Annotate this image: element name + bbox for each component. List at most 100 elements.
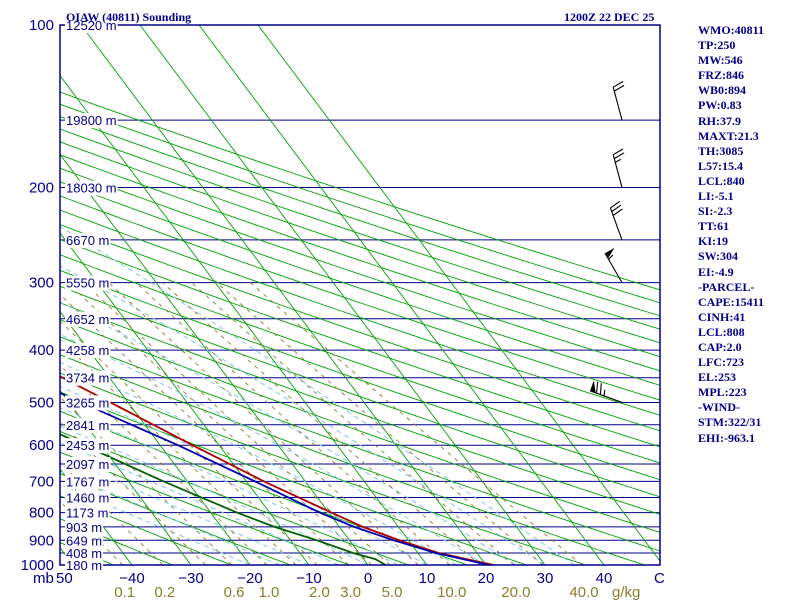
temperature-tick-label: 0 (364, 570, 372, 587)
mixing-ratio-label: 0.1 (114, 584, 135, 600)
pressure-tick-label: 300 (29, 275, 54, 292)
mixing-ratio-line (191, 282, 515, 565)
height-label-background (65, 370, 111, 386)
height-label: 3734 m (66, 371, 109, 386)
wind-barb-staff (612, 87, 623, 121)
moist-adiabat-line (60, 425, 369, 565)
height-label-background (65, 533, 104, 549)
x-edge-right-label: C (654, 570, 665, 587)
dry-adiabat-line (60, 103, 660, 304)
dry-adiabat-line (60, 116, 660, 317)
mixing-ratio-line (135, 282, 450, 565)
height-label-background (65, 113, 118, 129)
height-label: 4258 m (66, 343, 109, 358)
index-item: LI:-5.1 (698, 189, 734, 204)
isotherm-line (257, 25, 660, 562)
isotherm-line (0, 25, 14, 565)
height-label: 18030 m (66, 181, 117, 196)
height-label-background (65, 490, 111, 506)
wind-barb (609, 200, 623, 241)
index-item: -WIND- (698, 400, 740, 415)
sounding-traces (60, 375, 494, 565)
dry-adiabat-line (60, 224, 660, 432)
height-label: 2453 m (66, 438, 109, 453)
mixing-ratio-label: 20.0 (501, 584, 530, 600)
index-item: CINH:41 (698, 309, 746, 324)
mixing-ratio-label: 0.6 (224, 584, 245, 600)
wind-barb-pennant (590, 380, 596, 393)
height-label: 2097 m (66, 457, 109, 472)
height-label-background (65, 180, 118, 196)
temperature-tick-label: −40 (119, 570, 144, 587)
wind-barb-feather (611, 204, 622, 213)
moist-adiabat-line (60, 470, 280, 565)
dry-adiabat-line (60, 391, 528, 565)
height-label: 6670 m (66, 233, 109, 248)
pressure-tick-label: 1000 (21, 557, 54, 574)
height-label-background (65, 519, 104, 535)
dry-adiabat-line (60, 91, 660, 291)
wind-barb-feather (610, 200, 621, 209)
mixing-ratio-line (162, 282, 481, 565)
height-label: 180 m (66, 558, 102, 573)
index-item: SW:304 (698, 249, 739, 264)
pressure-tick-label: 800 (29, 505, 54, 522)
index-item: EHI:-963.1 (698, 430, 755, 445)
wind-barb (604, 247, 623, 283)
mixing-ratio-unit-label: g/kg (612, 584, 640, 600)
mixing-ratio-line (60, 339, 297, 565)
pressure-tick-label: 100 (29, 17, 54, 34)
dewpoint-trace (60, 433, 387, 565)
wind-barb-feather (612, 81, 624, 88)
height-label-background (65, 343, 111, 359)
dry-adiabat-line (60, 285, 660, 498)
wind-barb-pennant (605, 247, 615, 259)
wind-barb-feather (599, 383, 602, 395)
isotherm-line (60, 310, 251, 565)
index-item: EL:253 (698, 370, 737, 385)
index-item: RH:37.9 (698, 113, 741, 128)
wind-barb-feather (596, 381, 599, 394)
moist-adiabat-line (60, 301, 516, 565)
dry-adiabat-line (60, 473, 292, 565)
dry-adiabat-line (60, 372, 587, 565)
index-item: LCL:808 (698, 324, 745, 339)
mixing-ratio-label: 2.0 (309, 584, 330, 600)
pressure-tick-label: 600 (29, 437, 54, 454)
temperature-tick-label: −20 (237, 570, 262, 587)
height-label-background (65, 546, 104, 561)
pressure-tick-label: 900 (29, 532, 54, 549)
pressure-tick-label: 200 (29, 180, 54, 197)
height-label: 4652 m (66, 312, 109, 327)
height-label-background (65, 558, 104, 573)
mixing-ratio-labels: 0.1 0.2 0.6 1.0 2.0 3.0 5.0 10.0 20.0 40.0 (114, 584, 598, 600)
dry-adiabat-line (60, 254, 660, 464)
plot-area (60, 25, 660, 565)
wind-barb-feather (613, 152, 625, 160)
wind-barb-feather (612, 208, 623, 216)
height-label-background (65, 505, 110, 521)
moist-adiabat-line (60, 361, 457, 565)
height-label: 408 m (66, 546, 102, 561)
index-item: LCL:840 (698, 173, 745, 188)
dry-adiabat-line (60, 430, 410, 565)
mixing-ratio-label: 5.0 (382, 584, 403, 600)
height-label-background (65, 18, 118, 33)
wind-barb (612, 81, 625, 121)
moist-adiabat-line (60, 225, 575, 565)
wetbulb-trace (60, 391, 490, 565)
isotherm-line (60, 153, 369, 565)
temperature-tick-label: 20 (478, 570, 495, 587)
height-label: 903 m (66, 520, 102, 535)
index-item: TH:3085 (698, 143, 744, 158)
dry-adiabat-line (60, 302, 660, 515)
dry-adiabat-line (60, 128, 660, 330)
index-item: PW:0.83 (698, 98, 742, 113)
dry-adiabat-line (60, 319, 660, 533)
isotherm-line (198, 25, 605, 565)
moist-adiabat-line (60, 484, 251, 565)
height-label: 19800 m (66, 113, 117, 128)
height-label-background (65, 311, 111, 327)
wind-barb-half-feather (603, 389, 606, 396)
